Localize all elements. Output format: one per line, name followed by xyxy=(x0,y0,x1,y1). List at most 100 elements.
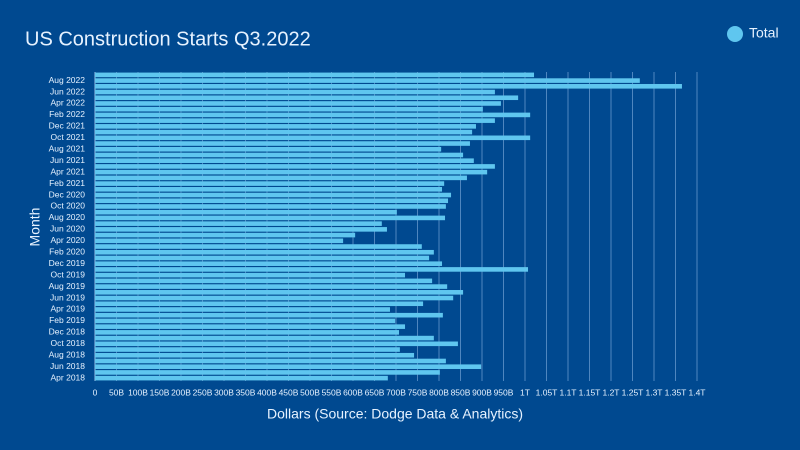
bar xyxy=(95,175,467,181)
x-tick-label: 1.3T xyxy=(645,387,662,397)
bar xyxy=(95,278,433,284)
bar xyxy=(95,78,640,83)
y-tick-label: Aug 2018 xyxy=(49,350,86,360)
bar xyxy=(95,209,397,215)
bar xyxy=(95,215,446,221)
x-tick-label: 250B xyxy=(193,387,213,397)
x-tick-label: 750B xyxy=(408,387,428,397)
y-tick-label: Feb 2020 xyxy=(49,247,85,257)
x-tick-label: 1.2T xyxy=(602,387,619,397)
y-tick-label: Oct 2019 xyxy=(51,269,86,279)
bar xyxy=(95,272,406,278)
bar xyxy=(95,89,495,95)
x-tick-label: 0 xyxy=(93,387,98,397)
x-tick-label: 1.1T xyxy=(559,387,576,397)
bar xyxy=(95,141,470,146)
bar xyxy=(95,249,434,255)
y-tick-label: Oct 2021 xyxy=(51,132,86,142)
y-tick-label: Apr 2019 xyxy=(51,304,86,314)
x-tick-label: 850B xyxy=(451,387,471,397)
bar xyxy=(95,232,356,238)
bar xyxy=(95,375,388,381)
y-tick-label: Dec 2018 xyxy=(49,327,86,337)
bar xyxy=(95,267,529,272)
x-tick-label: 1.4T xyxy=(688,387,705,397)
y-tick-label: Apr 2022 xyxy=(51,98,86,108)
y-tick-label: Aug 2022 xyxy=(49,75,86,85)
bar xyxy=(95,261,443,266)
bar xyxy=(95,244,422,249)
y-tick-label: Dec 2021 xyxy=(49,121,86,131)
x-tick-label: 1T xyxy=(520,387,530,397)
bar xyxy=(95,295,454,301)
x-tick-label: 400B xyxy=(257,387,277,397)
y-tick-label: Oct 2018 xyxy=(51,338,86,348)
bar xyxy=(95,284,448,289)
x-tick-label: 200B xyxy=(171,387,191,397)
y-tick-label: Apr 2020 xyxy=(51,235,86,245)
bar xyxy=(95,364,482,369)
y-tick-label: Apr 2021 xyxy=(51,166,86,176)
bar xyxy=(95,198,449,204)
x-tick-label: 450B xyxy=(279,387,299,397)
x-tick-label: 650B xyxy=(365,387,385,397)
x-tick-label: 1.35T xyxy=(665,387,687,397)
y-tick-label: Feb 2019 xyxy=(49,315,85,325)
bar xyxy=(95,106,483,112)
bar xyxy=(95,335,434,341)
bar xyxy=(95,146,442,152)
y-tick-label: Jun 2022 xyxy=(50,86,85,96)
bar xyxy=(95,204,446,209)
y-tick-label: Dec 2019 xyxy=(49,258,86,268)
legend-label: Total xyxy=(749,25,779,41)
x-tick-label: 300B xyxy=(214,387,234,397)
x-tick-label: 1.25T xyxy=(622,387,644,397)
x-tick-label: 550B xyxy=(322,387,342,397)
y-tick-label: Aug 2020 xyxy=(49,212,86,222)
bar xyxy=(95,221,382,226)
legend-marker xyxy=(727,26,743,42)
bar xyxy=(95,135,531,141)
bar xyxy=(95,358,446,364)
y-tick-label: Oct 2020 xyxy=(51,201,86,211)
y-tick-label: Apr 2018 xyxy=(51,372,86,382)
bar xyxy=(95,255,430,261)
x-tick-label: 50B xyxy=(109,387,124,397)
x-tick-label: 100B xyxy=(128,387,148,397)
bar xyxy=(95,129,473,135)
bar xyxy=(95,118,495,123)
y-tick-label: Aug 2021 xyxy=(49,144,86,154)
bar xyxy=(95,352,415,358)
bar xyxy=(95,301,424,307)
bar xyxy=(95,227,387,232)
x-tick-label: 500B xyxy=(300,387,320,397)
x-axis-label: Dollars (Source: Dodge Data & Analytics) xyxy=(267,406,523,422)
bar xyxy=(95,112,531,118)
bar xyxy=(95,72,535,78)
bar xyxy=(95,95,519,101)
y-tick-label: Jun 2019 xyxy=(50,292,85,302)
bar xyxy=(95,238,344,244)
bar xyxy=(95,84,682,89)
x-tick-label: 150B xyxy=(150,387,170,397)
bar xyxy=(95,187,443,192)
y-axis-label: Month xyxy=(27,208,43,247)
bar xyxy=(95,312,443,318)
bar xyxy=(95,152,464,158)
x-tick-label: 1.15T xyxy=(579,387,601,397)
bar xyxy=(95,192,452,198)
y-tick-label: Jun 2020 xyxy=(50,224,85,234)
bar xyxy=(95,164,495,169)
x-tick-label: 950B xyxy=(494,387,514,397)
bar xyxy=(95,341,458,347)
bar xyxy=(95,290,464,295)
y-tick-label: Dec 2020 xyxy=(49,189,86,199)
x-tick-label: 900B xyxy=(472,387,492,397)
bar xyxy=(95,307,390,312)
bar xyxy=(95,370,440,375)
x-tick-label: 350B xyxy=(236,387,256,397)
chart-title: US Construction Starts Q3.2022 xyxy=(25,28,311,50)
x-tick-label: 600B xyxy=(343,387,363,397)
bar xyxy=(95,124,476,129)
